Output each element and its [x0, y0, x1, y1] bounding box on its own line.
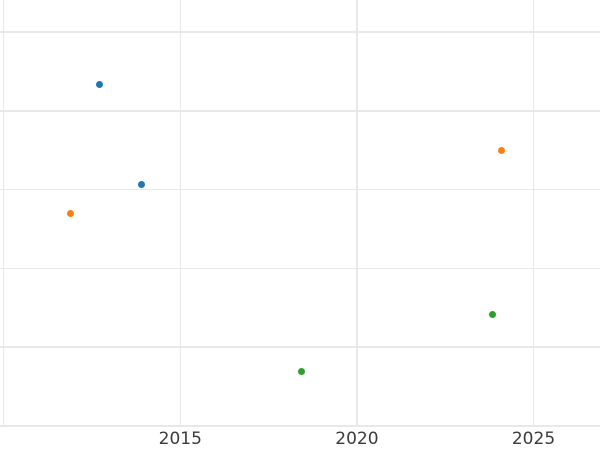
x-tick-label: 2020 [335, 429, 379, 449]
scatter-point-series-orange [66, 209, 74, 217]
x-tick-label: 2025 [511, 429, 556, 449]
gridline-horizontal [0, 110, 600, 112]
gridline-horizontal [0, 188, 600, 191]
scatter-point-series-blue [138, 180, 146, 188]
scatter-point-series-green [488, 311, 496, 319]
gridline-horizontal [0, 267, 600, 270]
x-tick-label: 2015 [158, 429, 202, 449]
scatter-point-series-blue [95, 81, 103, 89]
scatter-point-series-orange [497, 146, 505, 154]
gridline-horizontal [0, 346, 600, 348]
gridline-vertical [356, 0, 358, 426]
gridline-vertical [2, 0, 5, 426]
gridline-horizontal [0, 31, 600, 33]
scatter-point-series-green [297, 368, 305, 376]
gridline-vertical [532, 0, 535, 426]
gridline-horizontal [0, 425, 600, 427]
gridline-vertical [179, 0, 182, 426]
